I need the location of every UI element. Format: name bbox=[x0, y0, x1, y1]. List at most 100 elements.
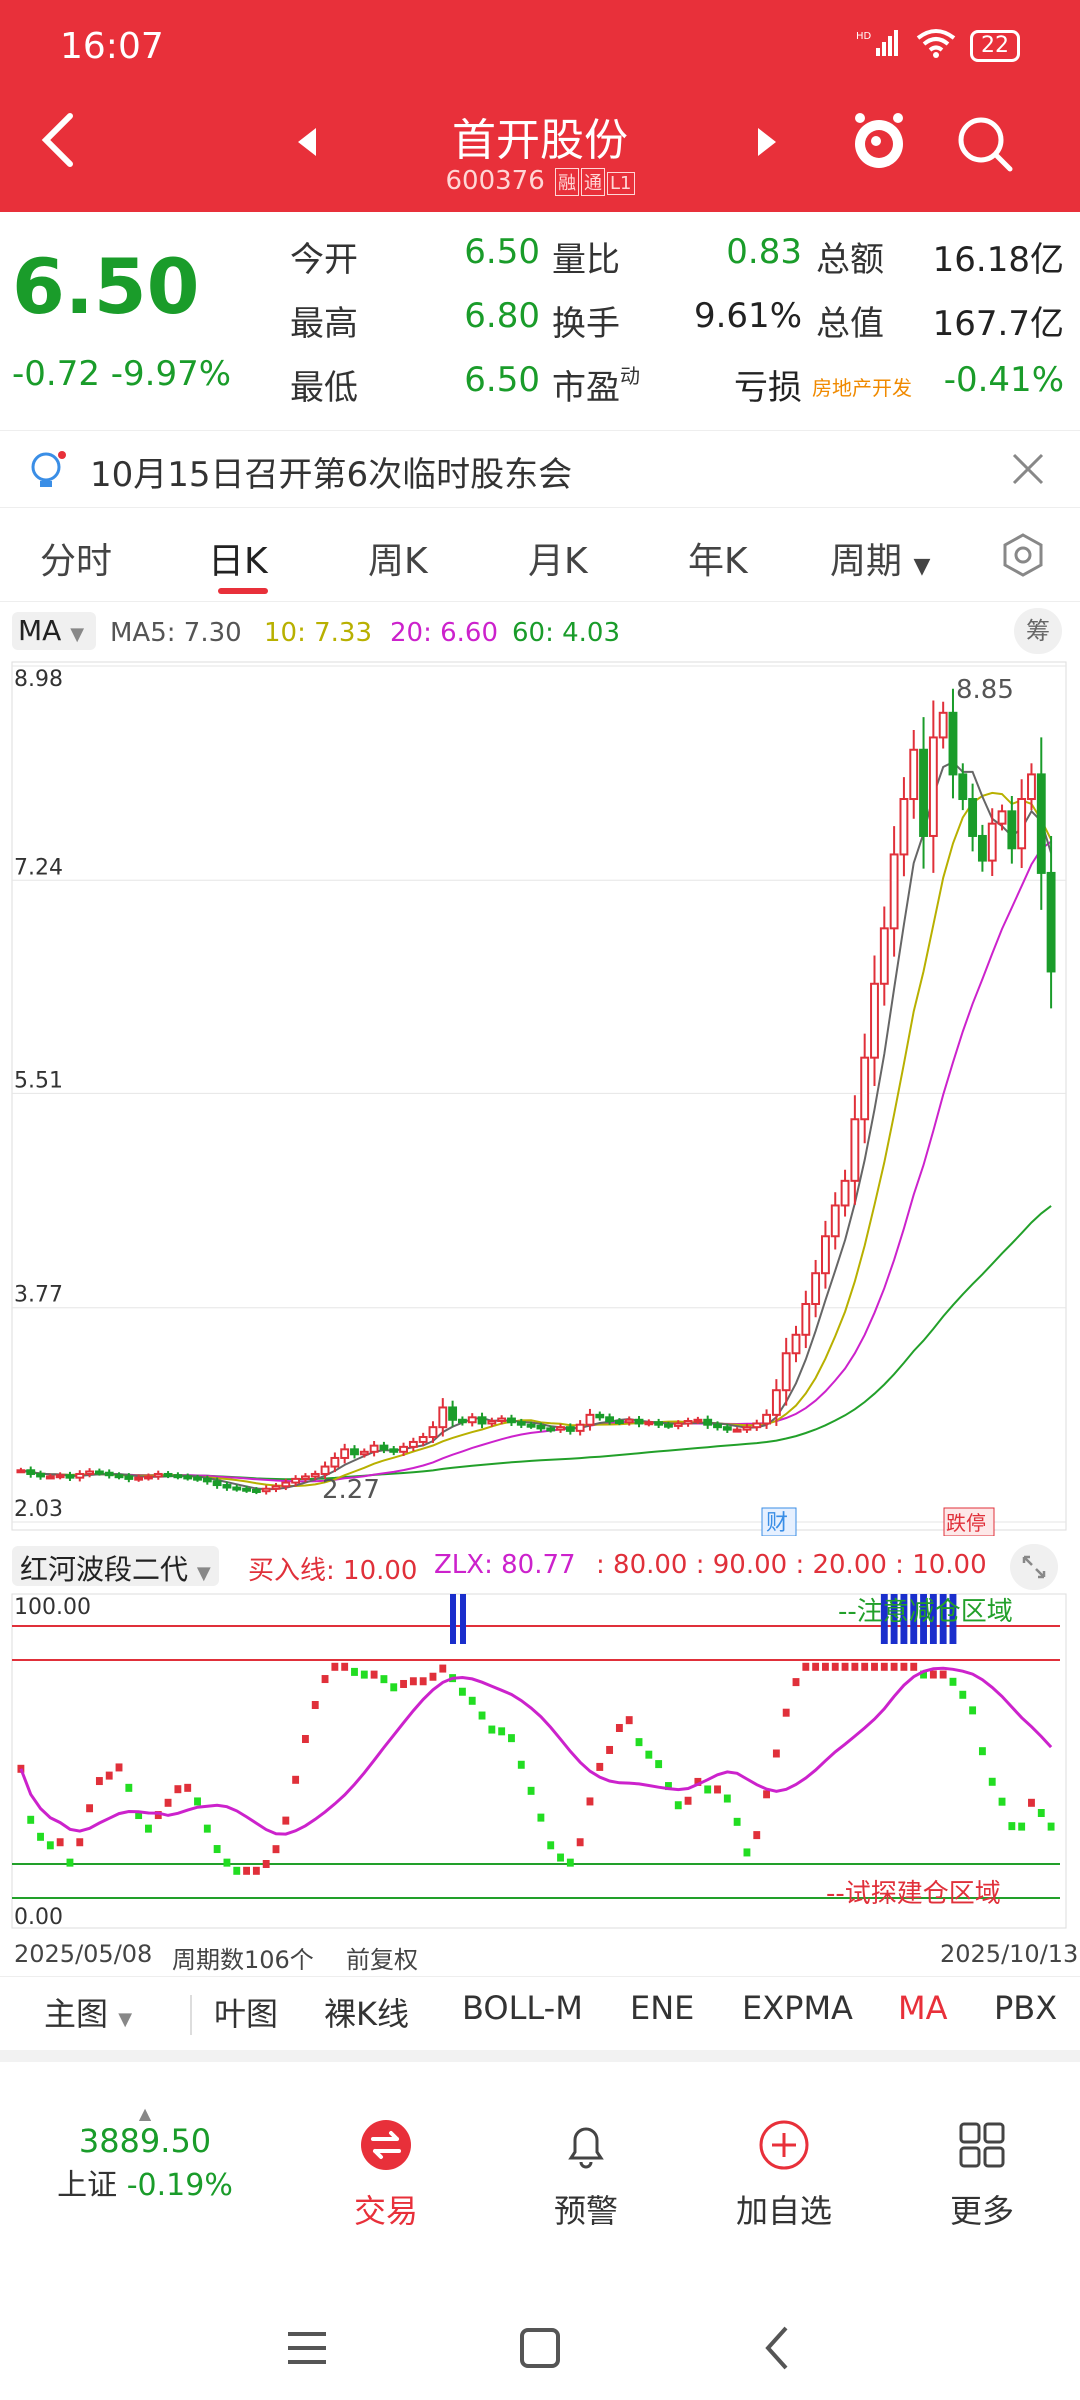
section-divider bbox=[0, 2050, 1080, 2062]
tab-daily-k[interactable]: 日K bbox=[208, 541, 268, 582]
candle bbox=[654, 1421, 664, 1426]
tab-yearly-k[interactable]: 年K bbox=[688, 541, 748, 582]
signal-icon: HD bbox=[856, 28, 902, 64]
mascot-icon[interactable] bbox=[850, 110, 908, 174]
close-icon[interactable] bbox=[1010, 451, 1046, 487]
index-ticker[interactable]: ▲ 3889.50 上证 -0.19% bbox=[40, 2106, 250, 2204]
start-date: 2025/05/08 bbox=[14, 1940, 153, 1968]
alert-button[interactable]: 预警 bbox=[506, 2118, 666, 2232]
chip-distribution-button[interactable]: 筹 bbox=[1014, 608, 1062, 654]
more-button[interactable]: 更多 bbox=[902, 2118, 1062, 2232]
indicator-bar bbox=[890, 1662, 898, 1671]
price-change: -0.72 -9.97% bbox=[12, 354, 232, 394]
indicator-tabs: 主图 ▼ 叶图 裸K线 BOLL-M ENE EXPMA MA PBX bbox=[0, 1976, 1080, 2050]
indicator-bar bbox=[135, 1811, 143, 1820]
candle bbox=[428, 1426, 438, 1439]
candle bbox=[85, 1470, 95, 1475]
indicator-chart[interactable]: 100.00 0.00 --注意减仓区域 --试探建仓区域 bbox=[0, 1592, 1080, 1932]
low-value: 6.50 bbox=[464, 360, 540, 400]
candle bbox=[144, 1475, 153, 1480]
home-icon[interactable] bbox=[520, 2328, 560, 2368]
candle bbox=[889, 853, 899, 930]
trade-label: 交易 bbox=[353, 2192, 418, 2230]
indicator-top-label: 100.00 bbox=[14, 1595, 91, 1620]
financial-report-tag[interactable]: 财 bbox=[766, 1511, 788, 1536]
tab-ma[interactable]: MA bbox=[898, 1989, 948, 2027]
indicator-bar bbox=[252, 1866, 260, 1875]
tab-period[interactable]: 周期 ▼ bbox=[830, 532, 930, 584]
signal-bar bbox=[939, 1594, 947, 1644]
tab-main-chart[interactable]: 主图 ▼ bbox=[44, 1989, 132, 2035]
tab-monthly-k[interactable]: 月K bbox=[528, 541, 588, 582]
signal-bar bbox=[890, 1594, 898, 1644]
notice-bar[interactable]: 10月15日召开第6次临时股东会 bbox=[0, 430, 1080, 508]
indicator-bar bbox=[341, 1662, 349, 1671]
ma5-legend: MA5: 7.30 bbox=[110, 618, 242, 648]
candle bbox=[320, 1465, 330, 1475]
indicator-select[interactable]: 红河波段二代 ▼ bbox=[12, 1546, 219, 1586]
candle bbox=[556, 1426, 565, 1431]
indicator-bar bbox=[645, 1750, 653, 1759]
sector-tag[interactable]: 房地产开发 bbox=[812, 376, 912, 400]
adjust-mode[interactable]: 前复权 bbox=[346, 1946, 418, 1974]
tab-naked-k[interactable]: 裸K线 bbox=[324, 1995, 409, 2033]
zlx-line bbox=[19, 1666, 1053, 1836]
indicator-bar bbox=[86, 1804, 94, 1813]
indicator-bar bbox=[831, 1662, 839, 1671]
candle bbox=[222, 1484, 232, 1489]
tab-period-label: 周期 bbox=[830, 541, 903, 582]
tab-intraday[interactable]: 分时 bbox=[40, 541, 113, 582]
indicator-bar bbox=[194, 1797, 201, 1806]
indicator-bar bbox=[772, 1749, 780, 1758]
tab-ene[interactable]: ENE bbox=[630, 1989, 695, 2027]
indicator-bar bbox=[880, 1662, 888, 1671]
candle bbox=[781, 1352, 791, 1392]
next-stock-icon[interactable] bbox=[758, 128, 776, 156]
stock-name: 首开股份 bbox=[452, 115, 628, 166]
y-tick-label: 2.03 bbox=[14, 1497, 63, 1522]
signal-bar bbox=[929, 1594, 937, 1644]
nav-back-icon[interactable] bbox=[765, 2326, 788, 2370]
menu-icon[interactable] bbox=[288, 2332, 326, 2364]
back-icon[interactable] bbox=[36, 110, 76, 170]
candle bbox=[811, 1272, 821, 1305]
tab-leaf-chart[interactable]: 叶图 bbox=[214, 1995, 279, 2033]
indicator-bar bbox=[213, 1845, 221, 1854]
candle bbox=[771, 1389, 781, 1416]
indicator-bar bbox=[508, 1734, 515, 1743]
ma-select[interactable]: MA ▼ bbox=[12, 612, 96, 650]
add-watchlist-button[interactable]: 加自选 bbox=[704, 2118, 864, 2232]
tab-expma[interactable]: EXPMA bbox=[742, 1989, 853, 2027]
indicator-bar bbox=[321, 1675, 329, 1684]
indicator-bar bbox=[694, 1777, 702, 1786]
prev-stock-icon[interactable] bbox=[298, 128, 316, 156]
trade-button[interactable]: 交易 bbox=[306, 2118, 466, 2232]
pe-label: 市盈动 bbox=[552, 360, 640, 409]
tab-boll-m[interactable]: BOLL-M bbox=[462, 1989, 583, 2027]
dropdown-icon: ▼ bbox=[70, 624, 85, 645]
tab-main-chart-label: 主图 bbox=[44, 1995, 109, 2033]
indicator-bar bbox=[557, 1853, 564, 1862]
indicator-bar bbox=[723, 1794, 731, 1803]
margin-tag: 融 bbox=[555, 168, 580, 196]
candlestick-chart[interactable]: 8.98 7.24 5.51 3.77 2.03 8.85 2.27 财 跌停 bbox=[0, 656, 1080, 1536]
search-icon[interactable] bbox=[955, 114, 1015, 174]
candle bbox=[369, 1444, 379, 1453]
indicator-bar bbox=[458, 1687, 466, 1696]
candle bbox=[408, 1440, 418, 1448]
stock-code: 600376 bbox=[445, 166, 545, 196]
expand-icon[interactable] bbox=[1010, 1544, 1058, 1590]
candle bbox=[830, 1204, 840, 1238]
connect-tag: 通 bbox=[581, 168, 606, 196]
more-label: 更多 bbox=[949, 2192, 1014, 2230]
indicator-bar bbox=[939, 1670, 947, 1679]
settings-hex-icon[interactable] bbox=[1000, 532, 1046, 578]
tab-weekly-k[interactable]: 周K bbox=[368, 541, 428, 582]
limit-down-tag[interactable]: 跌停 bbox=[946, 1511, 986, 1535]
turnover-value: 9.61% bbox=[693, 296, 802, 336]
candle bbox=[860, 1056, 870, 1121]
indicator-bar bbox=[802, 1662, 810, 1671]
tab-pbx[interactable]: PBX bbox=[994, 1989, 1058, 2027]
candle bbox=[664, 1423, 673, 1428]
volratio-value: 0.83 bbox=[726, 232, 802, 272]
